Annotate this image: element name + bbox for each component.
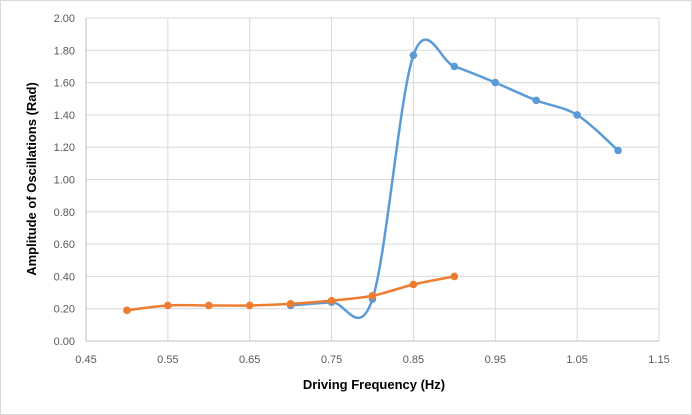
y-tick-label: 0.60	[54, 239, 75, 251]
axes: 0.45 0.55 0.65 0.75 0.85 0.95 1.05 1.15 0.00 0.20…	[54, 13, 670, 366]
data-point	[123, 306, 131, 315]
data-point	[573, 111, 581, 119]
data-point	[409, 280, 418, 289]
data-point	[409, 51, 418, 59]
y-tick-label: 1.00	[54, 175, 75, 187]
y-tick-label: 0.80	[54, 207, 75, 219]
series-markers	[123, 51, 622, 315]
x-tick-label: 0.75	[321, 354, 342, 366]
y-tick-label: 0.00	[54, 336, 75, 348]
y-tick-label: 2.00	[54, 13, 75, 25]
x-tick-label: 0.45	[75, 354, 96, 366]
y-axis-title: Amplitude of Oscillations (Rad)	[24, 82, 39, 276]
y-tick-label: 0.20	[54, 304, 75, 316]
data-point	[532, 96, 541, 105]
x-tick-label: 1.15	[648, 354, 669, 366]
y-tick-label: 1.60	[54, 78, 75, 90]
data-point	[491, 78, 500, 87]
y-tick-label: 1.20	[54, 142, 75, 154]
x-tick-label: 0.65	[239, 354, 260, 366]
data-point	[450, 62, 459, 71]
data-point	[327, 296, 336, 305]
data-point	[204, 301, 213, 310]
x-tick-label: 0.55	[157, 354, 178, 366]
y-tick-label: 1.40	[54, 110, 75, 122]
y-tick-label: 0.40	[54, 271, 75, 283]
data-point	[614, 146, 622, 155]
series-line-1	[289, 38, 620, 319]
x-tick-label: 0.85	[403, 354, 424, 366]
gridlines	[86, 17, 660, 341]
y-tick-label: 1.80	[54, 45, 75, 57]
data-point	[450, 272, 459, 281]
x-axis-title: Driving Frequency (Hz)	[303, 377, 445, 392]
x-tick-label: 0.95	[485, 354, 506, 366]
data-point	[286, 300, 295, 308]
x-tick-label: 1.05	[566, 354, 587, 366]
data-point	[245, 301, 254, 310]
data-point	[164, 301, 172, 310]
data-point	[368, 291, 377, 300]
